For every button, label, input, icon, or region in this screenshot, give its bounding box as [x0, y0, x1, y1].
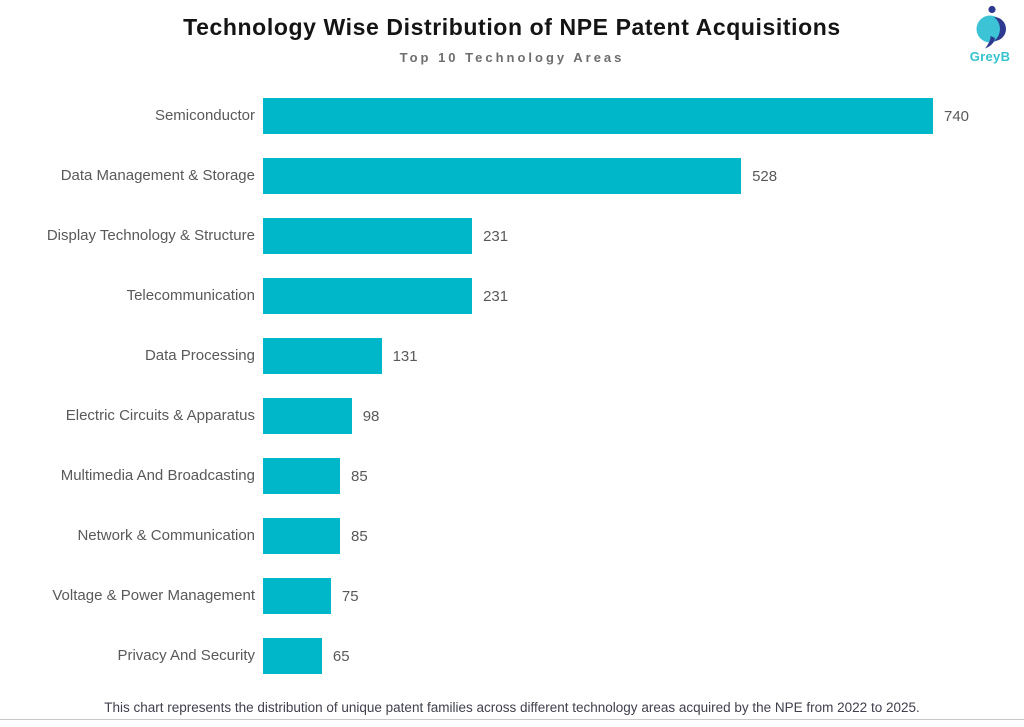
- bar: [263, 518, 340, 554]
- chart-caption: This chart represents the distribution o…: [104, 700, 920, 715]
- bar-category-label: Privacy And Security: [117, 646, 255, 664]
- bar-value-label: 740: [944, 107, 970, 125]
- bar-category-label: Display Technology & Structure: [46, 226, 255, 244]
- bar-value-label: 231: [483, 227, 509, 245]
- bar-category-label: Voltage & Power Management: [52, 586, 255, 604]
- bar: [263, 458, 340, 494]
- bar-category-label: Semiconductor: [154, 106, 255, 124]
- bar: [263, 278, 473, 314]
- bar-value-label: 231: [483, 287, 509, 305]
- bar-value-label: 75: [341, 587, 359, 605]
- chart-row: Semiconductor 740: [0, 86, 1024, 146]
- bar: [263, 218, 473, 254]
- bar-value-label: 98: [362, 407, 380, 425]
- bottom-divider: [0, 719, 1024, 720]
- chart-row: Multimedia And Broadcasting 85: [0, 446, 1024, 506]
- page-subtitle: Top 10 Technology Areas: [399, 50, 625, 65]
- bar: [263, 158, 742, 194]
- bar-value-label: 65: [332, 647, 350, 665]
- chart-row: Display Technology & Structure 231: [0, 206, 1024, 266]
- bar-category-label: Electric Circuits & Apparatus: [65, 406, 255, 424]
- chart-row: Data Processing 131: [0, 326, 1024, 386]
- greyb-logo-text: GreyB: [969, 49, 1011, 64]
- bar: [263, 338, 382, 374]
- bar: [263, 98, 933, 134]
- bar-value-label: 85: [351, 527, 368, 545]
- bar-category-label: Network & Communication: [77, 526, 255, 544]
- chart-row: Network & Communication 85: [0, 506, 1024, 566]
- bar-category-label: Data Processing: [144, 346, 255, 364]
- greyb-logo-icon: [976, 5, 1006, 49]
- bar-chart: Semiconductor 740 Data Management & Stor…: [0, 86, 1024, 686]
- greyb-logo: GreyB: [962, 4, 1018, 64]
- chart-row: Privacy And Security 65: [0, 626, 1024, 686]
- bar-value-label: 85: [351, 467, 368, 485]
- chart-row: Telecommunication 231: [0, 266, 1024, 326]
- bar: [263, 578, 331, 614]
- page-title: Technology Wise Distribution of NPE Pate…: [183, 14, 841, 40]
- bar-category-label: Telecommunication: [126, 286, 255, 304]
- bar-value-label: 131: [392, 347, 418, 365]
- chart-row: Voltage & Power Management 75: [0, 566, 1024, 626]
- bar-category-label: Multimedia And Broadcasting: [60, 466, 255, 484]
- chart-row: Electric Circuits & Apparatus 98: [0, 386, 1024, 446]
- bar: [263, 398, 352, 434]
- bar-value-label: 528: [752, 167, 778, 185]
- chart-row: Data Management & Storage 528: [0, 146, 1024, 206]
- bar-category-label: Data Management & Storage: [60, 166, 255, 184]
- bar: [263, 638, 322, 674]
